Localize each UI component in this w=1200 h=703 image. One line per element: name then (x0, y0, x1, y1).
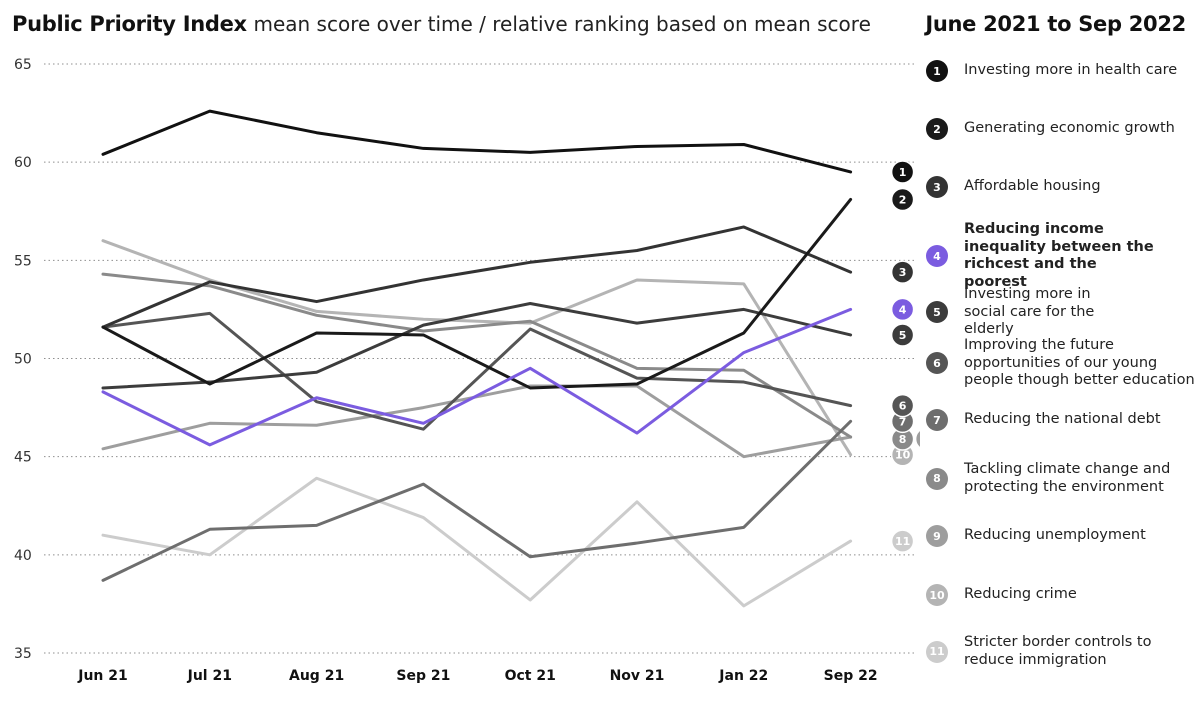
legend-rank-badge: 10 (926, 584, 948, 606)
legend-label: Generating economic growth (964, 120, 1175, 137)
series-line-7 (101, 419, 853, 582)
end-marker-label-8: 8 (899, 433, 907, 446)
x-tick-label: Jul 21 (187, 668, 232, 684)
chart-title-main: Public Priority Index (12, 12, 247, 36)
y-tick-label: 40 (14, 548, 32, 564)
legend-item-5: 5 Investing more in social care for the e… (926, 286, 1134, 339)
x-tick-label: Sep 21 (396, 668, 450, 684)
end-marker-label-5: 5 (899, 329, 907, 342)
legend-item-1: 1 Investing more in health care (926, 60, 1200, 82)
legend-rank-badge: 9 (926, 525, 948, 547)
end-marker-11 (890, 529, 915, 553)
legend-item-7: 7 Reducing the national debt (926, 409, 1200, 431)
series-line-5 (101, 302, 853, 390)
x-tick-label: Oct 21 (505, 668, 556, 684)
legend-item-2: 2 Generating economic growth (926, 118, 1200, 140)
end-marker-4 (890, 297, 915, 322)
legend-label: Tackling climate change and protecting t… (964, 461, 1171, 495)
y-tick-label: 45 (14, 450, 32, 466)
x-tick-label: Jun 21 (77, 668, 128, 684)
series-line-2 (101, 197, 853, 390)
series-line-4 (101, 307, 853, 447)
x-tick-label: Jan 22 (718, 668, 768, 684)
end-marker-6 (890, 393, 915, 418)
end-marker-label-10: 10 (895, 449, 911, 462)
end-marker-9 (914, 429, 920, 449)
end-marker-label-7: 7 (899, 415, 907, 428)
end-marker-label-3: 3 (899, 266, 907, 279)
end-marker-2 (890, 187, 915, 212)
y-tick-label: 60 (14, 155, 32, 171)
legend-rank-badge: 5 (926, 301, 948, 324)
end-marker-label-6: 6 (899, 400, 907, 413)
legend-label: Reducing unemployment (964, 527, 1146, 544)
legend-item-9: 9 Reducing unemployment (926, 525, 1200, 547)
end-marker-3 (890, 260, 915, 284)
legend-rank-badge: 2 (926, 118, 948, 140)
y-tick-label: 65 (14, 57, 32, 73)
end-marker-label-4: 4 (899, 303, 907, 316)
series-line-11 (101, 476, 853, 608)
legend-item-6: 6 Improving the future opportunities of o… (926, 337, 1196, 390)
legend-rank-badge: 11 (926, 640, 948, 663)
legend-label: Investing more in social care for the el… (964, 286, 1095, 337)
x-tick-label: Sep 22 (824, 668, 878, 684)
series-line-3 (101, 225, 853, 329)
x-tick-label: Aug 21 (289, 668, 344, 684)
legend-item-10: 10 Reducing crime (926, 584, 1200, 606)
y-tick-label: 55 (14, 253, 32, 269)
chart-title: Public Priority Index mean score over ti… (12, 12, 871, 36)
legend-item-8: 8 Tackling climate change and protecting … (926, 461, 1174, 496)
x-tick-label: Nov 21 (610, 668, 665, 684)
legend-item-4: 4 Reducing income inequality between the … (926, 221, 1162, 291)
legend-rank-badge: 7 (926, 409, 948, 431)
legend-label: Affordable housing (964, 178, 1101, 195)
legend-label: Stricter border controls to reduce immig… (964, 634, 1152, 668)
series-line-1 (101, 109, 853, 174)
end-marker-5 (890, 323, 915, 347)
end-marker-label-1: 1 (899, 166, 907, 179)
series-line-8 (101, 272, 853, 439)
period-label: June 2021 to Sep 2022 (925, 12, 1186, 36)
legend-item-11: 11 Stricter border controls to reduce imm… (926, 634, 1164, 669)
legend-rank-badge: 4 (926, 245, 948, 267)
legend-rank-badge: 8 (926, 467, 948, 490)
legend-label: Reducing income inequality between the r… (964, 221, 1154, 290)
legend-rank-badge: 6 (926, 352, 948, 375)
legend: 1 Investing more in health care 2 Generatin… (926, 0, 1200, 703)
legend-rank-badge: 3 (926, 176, 948, 198)
y-tick-label: 35 (14, 646, 32, 662)
series-line-6 (101, 311, 853, 431)
chart-subtitle: mean score over time / relative ranking … (253, 12, 871, 36)
end-marker-label-11: 11 (895, 535, 910, 548)
legend-label: Investing more in health care (964, 62, 1178, 79)
legend-label: Reducing the national debt (964, 411, 1161, 428)
legend-label: Reducing crime (964, 586, 1077, 603)
legend-label: Improving the future opportunities of ou… (964, 337, 1195, 388)
end-marker-1 (890, 160, 915, 184)
legend-rank-badge: 1 (926, 60, 948, 82)
legend-item-3: 3 Affordable housing (926, 176, 1200, 198)
y-tick-label: 50 (14, 352, 32, 368)
end-marker-label-2: 2 (899, 193, 907, 206)
